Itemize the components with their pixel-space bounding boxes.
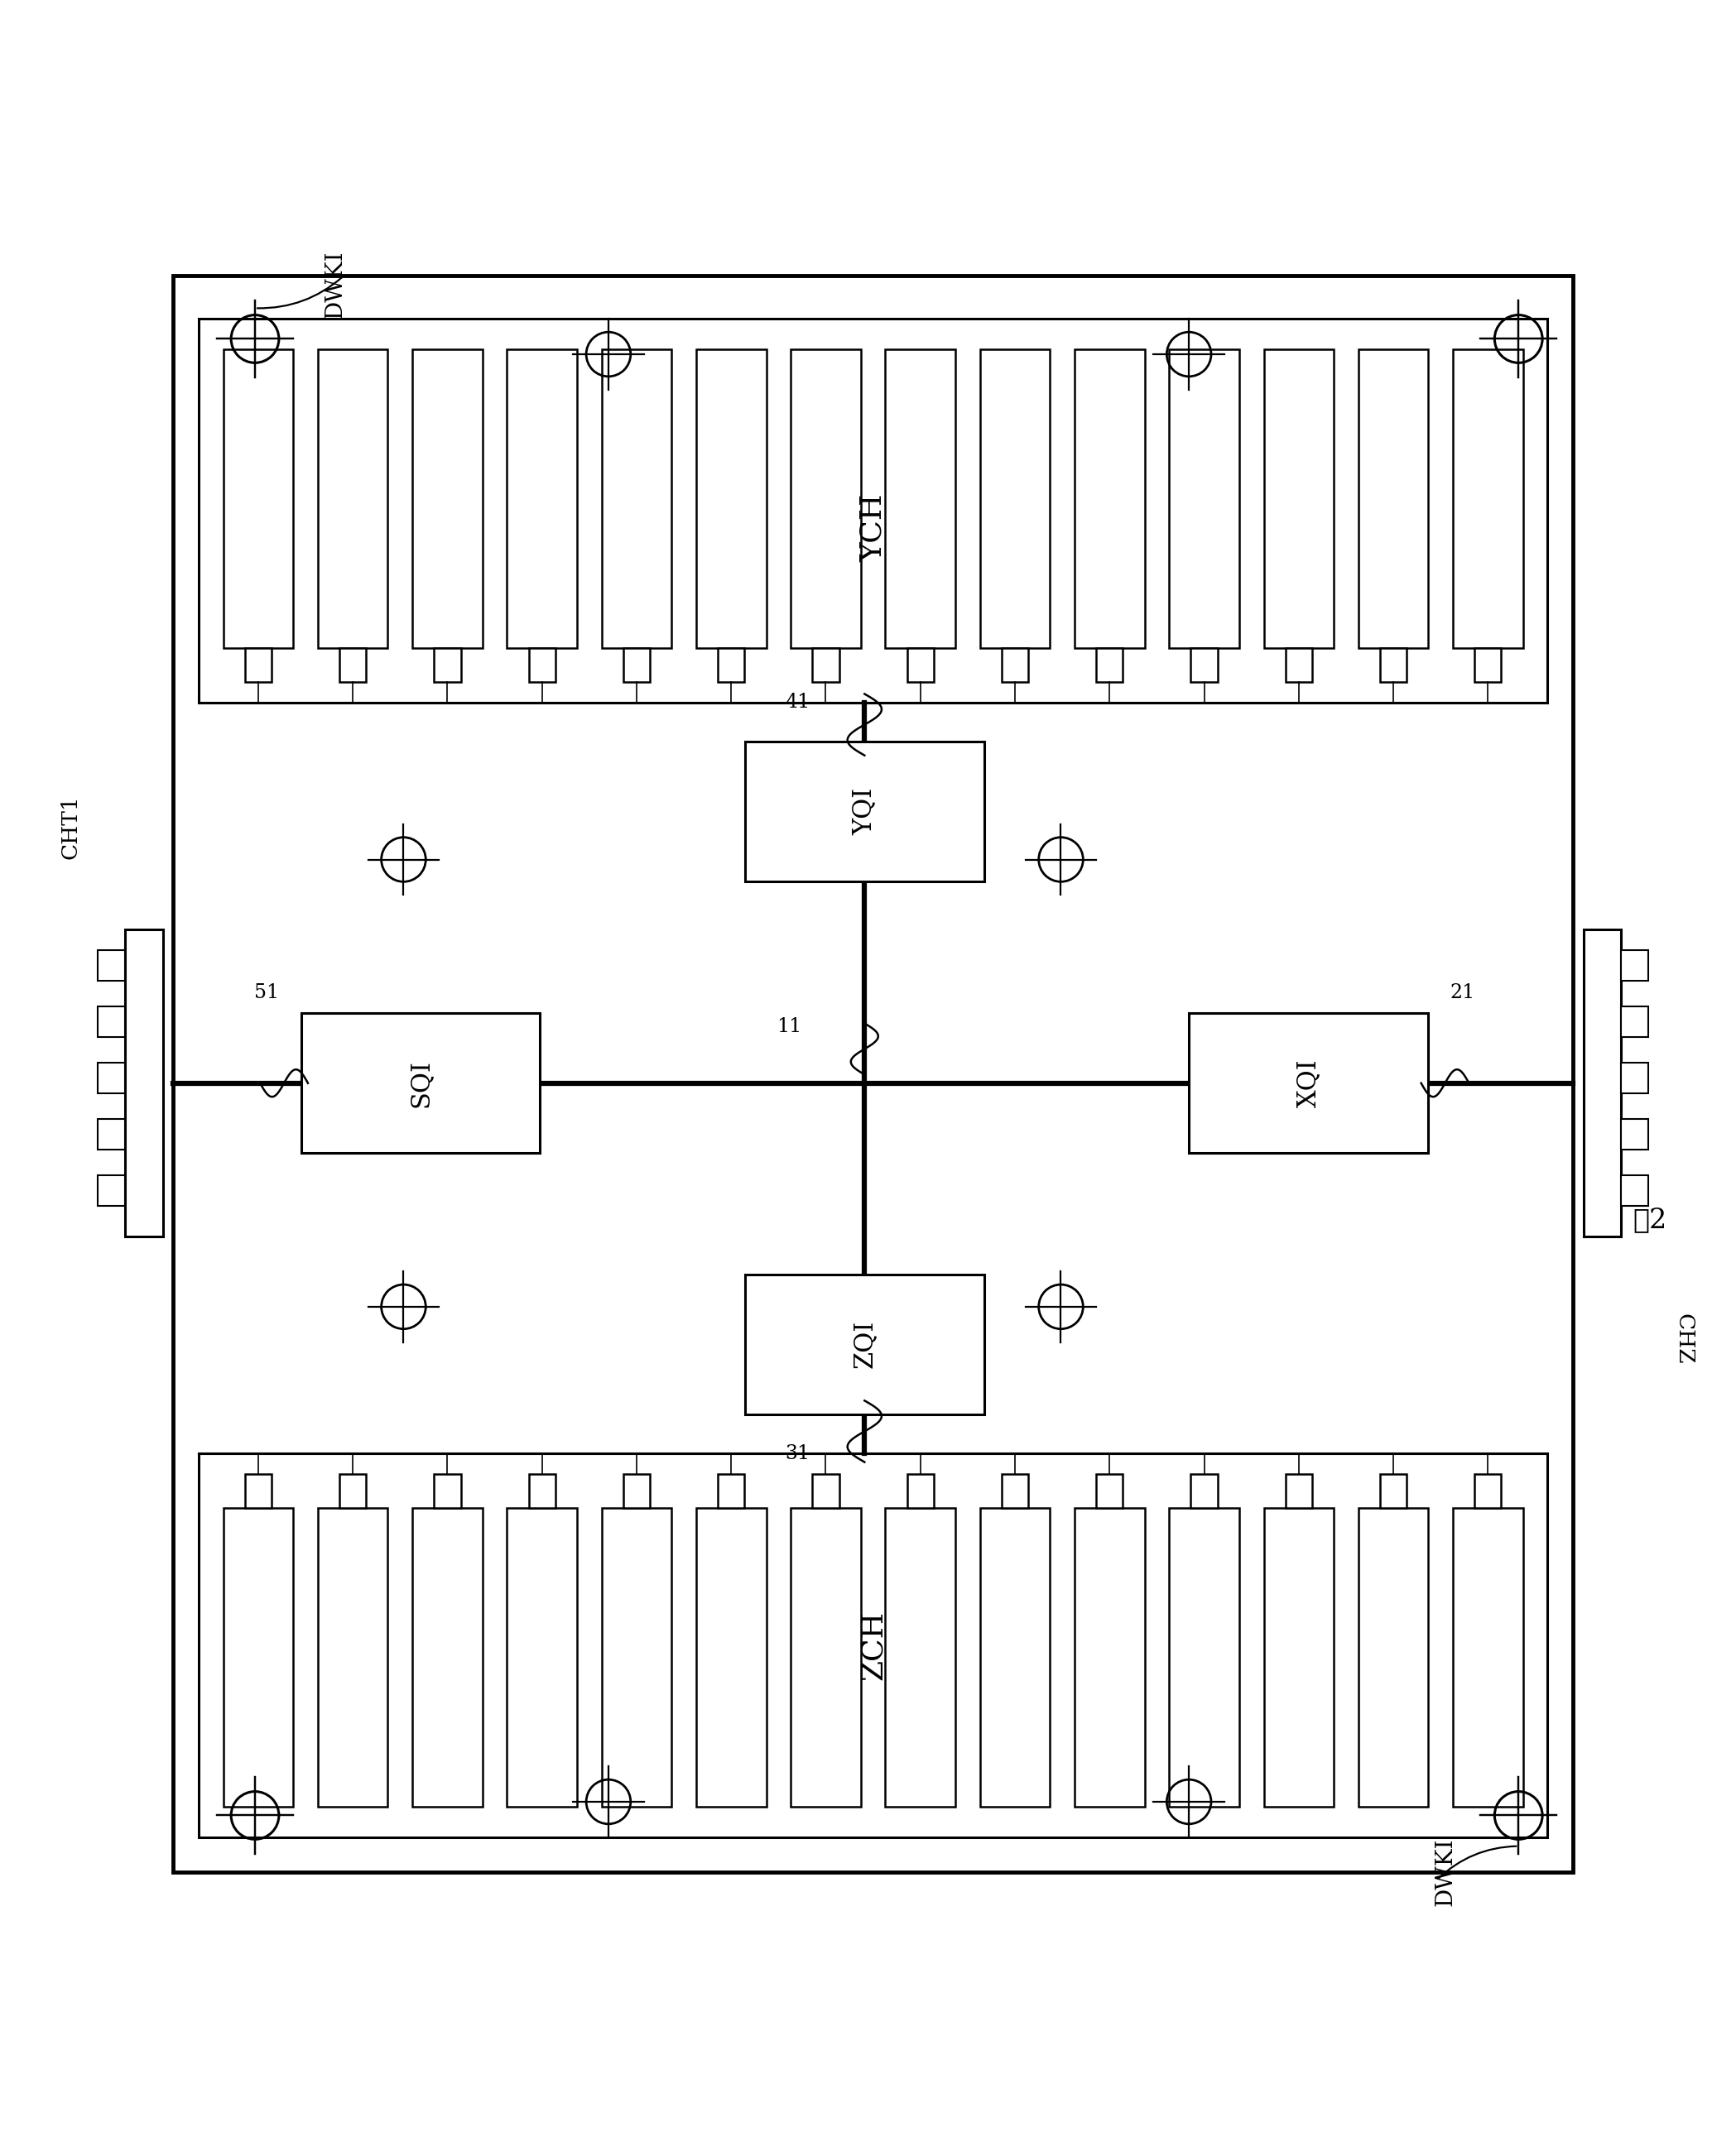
Bar (173, 276, 1573, 1871)
Bar (907, 647, 933, 681)
Bar (885, 1509, 955, 1807)
Bar (1474, 1475, 1501, 1509)
Bar (1096, 647, 1123, 681)
Bar (601, 349, 671, 647)
Bar (623, 1475, 651, 1509)
Text: 51: 51 (255, 983, 279, 1003)
Bar (1075, 1509, 1145, 1807)
Bar (98, 1175, 125, 1205)
Bar (1075, 349, 1145, 647)
Bar (507, 1509, 577, 1807)
Bar (1358, 349, 1428, 647)
Bar (529, 647, 555, 681)
Bar (223, 349, 293, 647)
Bar (98, 951, 125, 981)
Bar (623, 647, 651, 681)
Bar (885, 349, 955, 647)
Bar (745, 1274, 984, 1414)
Bar (1621, 1007, 1649, 1037)
Bar (339, 1475, 366, 1509)
Bar (507, 349, 577, 647)
Bar (413, 1509, 483, 1807)
Text: SQI: SQI (407, 1059, 433, 1106)
Bar (318, 349, 389, 647)
Bar (979, 349, 1049, 647)
Bar (1188, 1013, 1428, 1153)
Bar (1380, 1475, 1407, 1509)
Bar (1286, 1475, 1311, 1509)
Bar (1621, 1063, 1649, 1093)
Bar (1169, 1509, 1239, 1807)
Bar (1621, 951, 1649, 981)
Text: DWKI: DWKI (324, 250, 346, 319)
Bar (601, 1509, 671, 1807)
Bar (413, 349, 483, 647)
Bar (125, 929, 163, 1238)
Bar (717, 647, 745, 681)
Bar (813, 1475, 839, 1509)
Text: 图2: 图2 (1633, 1207, 1667, 1233)
Bar (745, 742, 984, 882)
Bar (1096, 1475, 1123, 1509)
Bar (697, 349, 767, 647)
Bar (1584, 929, 1621, 1238)
Bar (98, 1063, 125, 1093)
Bar (697, 1509, 767, 1807)
Bar (813, 647, 839, 681)
Bar (223, 1509, 293, 1807)
Bar (1263, 1509, 1334, 1807)
Bar (717, 1475, 745, 1509)
Bar (199, 1453, 1548, 1837)
Text: 41: 41 (784, 692, 810, 711)
Bar (245, 647, 272, 681)
Bar (435, 1475, 461, 1509)
Text: DWKI: DWKI (1435, 1837, 1457, 1906)
Text: YQI: YQI (851, 789, 877, 834)
Text: CHT1: CHT1 (60, 796, 80, 860)
Bar (791, 1509, 861, 1807)
Bar (1192, 1475, 1217, 1509)
Text: ZCH: ZCH (859, 1611, 887, 1680)
Bar (907, 1475, 933, 1509)
Bar (1474, 647, 1501, 681)
Bar (435, 647, 461, 681)
Bar (1380, 647, 1407, 681)
Bar (1263, 349, 1334, 647)
Text: 31: 31 (786, 1445, 810, 1464)
Bar (1192, 647, 1217, 681)
Text: ZQI: ZQI (851, 1319, 877, 1369)
Bar (199, 319, 1548, 703)
Bar (1169, 349, 1239, 647)
Bar (1621, 1175, 1649, 1205)
Bar (318, 1509, 389, 1807)
Text: 21: 21 (1450, 983, 1474, 1003)
Bar (529, 1475, 555, 1509)
Bar (98, 1007, 125, 1037)
Text: 11: 11 (776, 1018, 801, 1037)
Bar (1002, 647, 1029, 681)
Bar (339, 647, 366, 681)
Text: CHZ: CHZ (1674, 1313, 1695, 1365)
Bar (1453, 1509, 1524, 1807)
Bar (979, 1509, 1049, 1807)
Bar (1621, 1119, 1649, 1149)
Bar (1002, 1475, 1029, 1509)
Text: XQI: XQI (1296, 1059, 1322, 1108)
Bar (98, 1119, 125, 1149)
Bar (245, 1475, 272, 1509)
Bar (791, 349, 861, 647)
Bar (1358, 1509, 1428, 1807)
Text: YCH: YCH (859, 494, 887, 561)
Bar (1453, 349, 1524, 647)
Bar (1286, 647, 1311, 681)
Bar (301, 1013, 539, 1153)
